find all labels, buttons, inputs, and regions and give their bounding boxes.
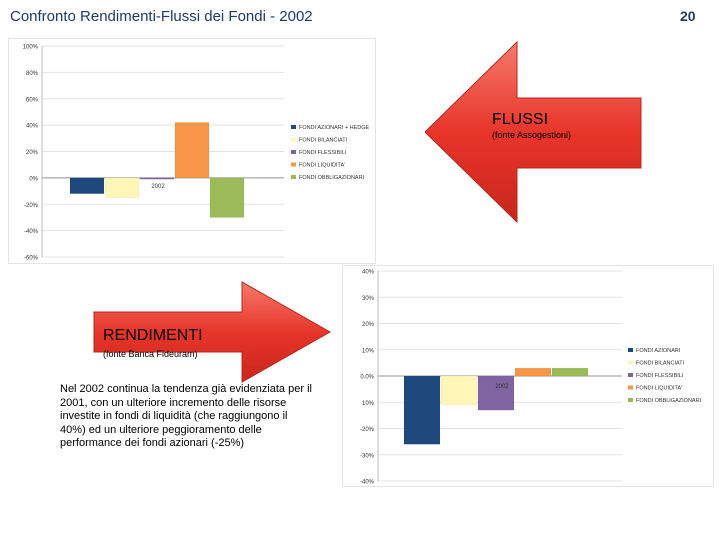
rendimenti-arrow-label: RENDIMENTI [103, 327, 203, 344]
y-tick-label: 80% [26, 71, 39, 77]
legend-entry: FONDI LIQUIDITA' [636, 386, 682, 392]
y-tick-label: 20% [362, 322, 375, 328]
x-category-label: 2002 [495, 384, 509, 390]
bar-fondi-flessibili [477, 375, 515, 411]
legend-swatch [628, 373, 633, 377]
y-tick-label: -60% [24, 256, 39, 262]
legend-entry: FONDI OBBLIGAZIONARI [299, 175, 365, 181]
bar-fondi-bilanciati [440, 375, 478, 406]
bar-fondi-azionari-hedge [69, 177, 105, 194]
legend-swatch [628, 360, 633, 365]
x-category-label: 2002 [151, 184, 165, 190]
bar-fondi-flessibili [139, 177, 175, 180]
legend-entry: FONDI FLESSIBILI [636, 373, 684, 379]
y-tick-label: 40% [362, 270, 375, 276]
legend-entry: FONDI AZIONARI + HEDGE [299, 125, 369, 131]
commentary-text: Nel 2002 continua la tendenza già eviden… [60, 383, 312, 449]
rendimenti-arrow-source: (fonte Banca Fideuram) [103, 349, 198, 359]
bar-fondi-bilanciati [104, 177, 140, 198]
legend-swatch [628, 398, 633, 402]
page-number: 20 [680, 8, 696, 24]
y-tick-label: -20% [360, 427, 375, 433]
flussi-arrow-source: (fonte Assogestioni) [492, 130, 572, 140]
legend-swatch [291, 125, 296, 129]
y-tick-label: -30% [360, 453, 375, 459]
rendimenti-chart: 40% 30% 20% 10% 0.0% 10% -20% -30% -40% 2002 FONDI… [360, 270, 702, 486]
legend-swatch [291, 137, 296, 142]
legend-swatch [291, 150, 296, 154]
y-tick-label: 0.0% [360, 375, 374, 381]
y-tick-label: -20% [24, 203, 39, 209]
legend-swatch [628, 348, 633, 352]
y-tick-label: 30% [362, 296, 375, 302]
bar-fondi-azionari [403, 375, 441, 445]
y-tick-label: -40% [360, 480, 375, 486]
y-tick-label: -40% [24, 229, 39, 235]
legend-entry: FONDI BILANCIATI [299, 138, 348, 144]
bar-fondi-obbligazionari [551, 367, 589, 377]
legend-entry: FONDI AZIONARI [636, 348, 681, 354]
y-tick-label: 10% [362, 348, 375, 354]
y-tick-label: 60% [26, 97, 39, 103]
legend-swatch [628, 385, 633, 390]
y-tick-label: 10% [362, 401, 375, 407]
legend-entry: FONDI LIQUIDITA' [299, 163, 345, 169]
legend-swatch [291, 162, 296, 167]
bar-fondi-liquidita- [514, 367, 552, 377]
legend-entry: FONDI BILANCIATI [636, 361, 685, 367]
legend-entry: FONDI FLESSIBILI [299, 150, 347, 156]
rendimenti-arrow [93, 281, 332, 383]
flussi-arrow-label: FLUSSI [492, 111, 549, 128]
slide-title: Confronto Rendimenti-Flussi dei Fondi - … [10, 8, 313, 25]
y-tick-label: 40% [26, 124, 39, 130]
bar-fondi-obbligazionari [209, 177, 245, 218]
flussi-arrow [425, 40, 642, 224]
y-tick-label: 20% [26, 150, 39, 156]
legend-entry: FONDI OBBLIGAZIONARI [636, 398, 702, 404]
flussi-chart: 100% 80% 60% 40% 20% 0% -20% -40% -60% 2002 FONDI … [23, 45, 370, 262]
legend-swatch [291, 175, 296, 179]
y-tick-label: 0% [29, 176, 38, 182]
bar-fondi-liquidita- [174, 122, 210, 179]
y-tick-label: 100% [23, 45, 39, 51]
